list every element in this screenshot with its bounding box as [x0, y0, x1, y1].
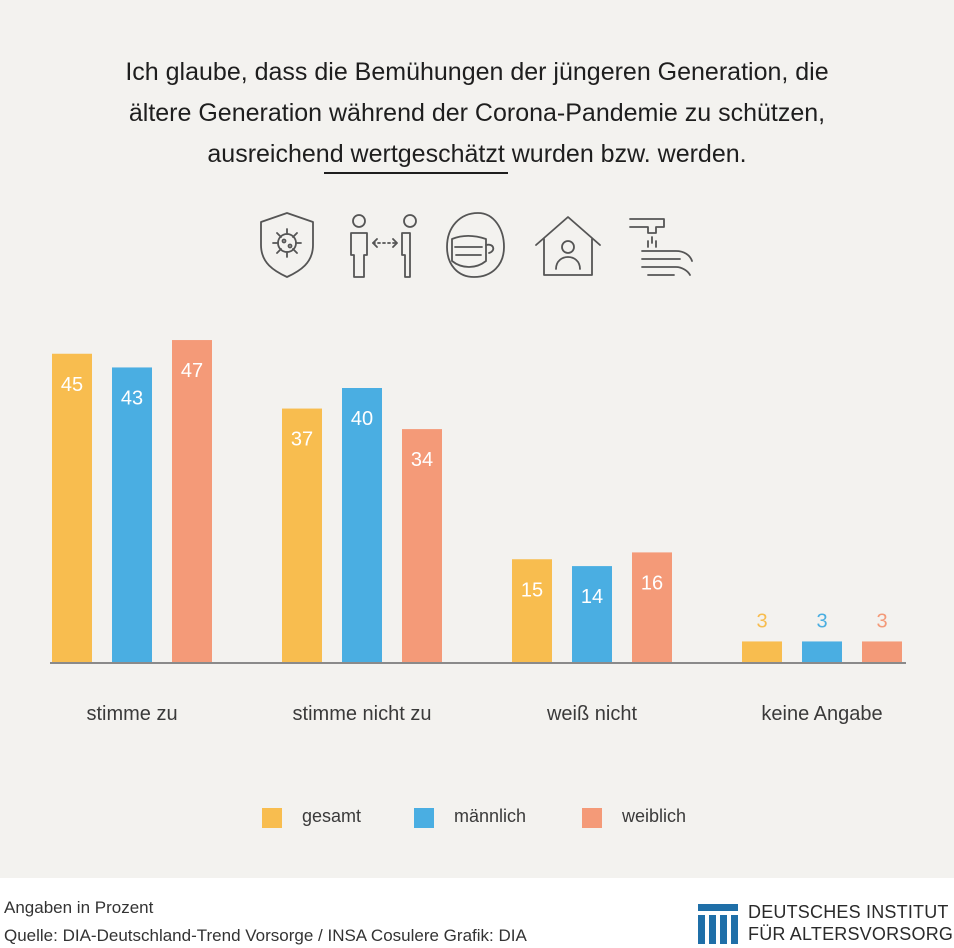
bar-stimme-nicht-zu-maennlich [342, 388, 382, 662]
legend: gesamt männlich weiblich [0, 800, 954, 834]
bar-keine-angabe-maennlich [802, 641, 842, 662]
face-mask-icon [446, 212, 505, 278]
legend-swatch-maennlich [414, 808, 434, 828]
chart-title-line-2: ältere Generation während der Corona-Pan… [128, 99, 826, 127]
data-label-stimme-zu-gesamt: 45 [61, 374, 83, 396]
category-label-weiss-nicht: weiß nicht [546, 703, 637, 725]
bar-weiss-nicht-gesamt [512, 559, 552, 662]
chart-panel: Ich glaube, dass die Bemühungen der jüng… [0, 0, 954, 878]
legend-swatch-gesamt [262, 808, 282, 828]
bar-keine-angabe-gesamt [742, 641, 782, 662]
footer-note: Angaben in Prozent [4, 898, 154, 917]
bar-weiss-nicht-weiblich [632, 552, 672, 662]
logo-text-line-1: DEUTSCHES INSTITUT [748, 902, 949, 922]
legend-swatch-weiblich [582, 808, 602, 828]
virus-shield-icon [260, 212, 314, 278]
social-distance-icon [350, 214, 417, 278]
footer-source: Quelle: DIA-Deutschland-Trend Vorsorge /… [4, 926, 527, 945]
icon-row [260, 212, 693, 278]
bar-stimme-zu-gesamt [52, 353, 92, 662]
bar-chart: 45 43 47 stimme zu 37 40 34 stimme nicht zu 15 14… [50, 340, 906, 725]
title-emphasis: wertgeschätzt [350, 140, 505, 168]
bar-keine-angabe-weiblich [862, 641, 902, 662]
dia-logo-mark-icon [698, 904, 738, 944]
data-label-keine-angabe-gesamt: 3 [756, 610, 767, 632]
data-label-keine-angabe-weiblich: 3 [876, 610, 887, 632]
category-label-keine-angabe: keine Angabe [761, 703, 882, 725]
data-label-stimme-nicht-zu-weiblich: 34 [411, 449, 433, 471]
bar-stimme-nicht-zu-gesamt [282, 408, 322, 662]
bar-stimme-zu-weiblich [172, 340, 212, 662]
bar-stimme-zu-maennlich [112, 367, 152, 662]
data-label-stimme-nicht-zu-gesamt: 37 [291, 429, 313, 451]
legend-label-weiblich: weiblich [622, 806, 687, 826]
data-label-stimme-zu-maennlich: 43 [121, 387, 143, 409]
logo-text-line-2: FÜR ALTERSVORSORGE [748, 924, 954, 944]
data-label-weiss-nicht-gesamt: 15 [521, 579, 543, 601]
title-text-after: wurden bzw. werden. [504, 140, 747, 168]
hand-washing-icon [629, 218, 693, 276]
chart-title-line-1: Ich glaube, dass die Bemühungen der jüng… [125, 58, 829, 86]
category-label-stimme-zu: stimme zu [86, 703, 177, 725]
data-label-weiss-nicht-weiblich: 16 [641, 572, 663, 594]
chart-title-line-3: ausreichend wertgeschätzt wurden bzw. we… [0, 140, 954, 169]
title-emphasis-underline [324, 172, 508, 174]
data-label-stimme-nicht-zu-maennlich: 40 [351, 408, 373, 430]
bar-stimme-nicht-zu-weiblich [402, 429, 442, 662]
data-label-stimme-zu-weiblich: 47 [181, 360, 203, 382]
legend-label-gesamt: gesamt [302, 806, 362, 826]
data-label-weiss-nicht-maennlich: 14 [581, 586, 603, 608]
title-text-before: ausreichend [207, 140, 351, 168]
legend-label-maennlich: männlich [454, 806, 527, 826]
category-label-stimme-nicht-zu: stimme nicht zu [293, 703, 432, 725]
bar-weiss-nicht-maennlich [572, 566, 612, 662]
stay-home-icon [535, 216, 601, 276]
data-label-keine-angabe-maennlich: 3 [816, 610, 827, 632]
dia-logo: DEUTSCHES INSTITUT FÜR ALTERSVORSORGE [698, 900, 954, 946]
